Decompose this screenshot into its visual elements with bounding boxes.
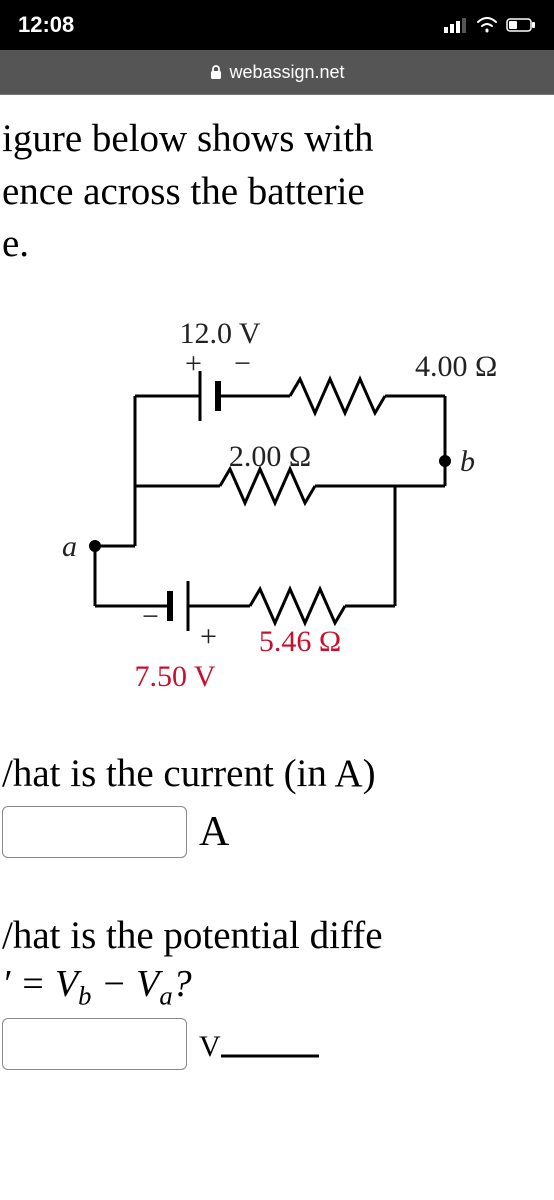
question-b-formula: ′ = Vb − Va? bbox=[2, 958, 552, 1012]
label-minus-bot: − bbox=[142, 600, 159, 633]
status-bar: 12:08 bbox=[0, 0, 554, 50]
answer-a-row: A bbox=[2, 806, 552, 858]
label-voltage-top: 12.0 V bbox=[179, 317, 260, 350]
label-minus-top: − bbox=[234, 347, 251, 380]
circuit-diagram: 12.0 V + − 4.00 Ω 2.00 Ω b a − + 5.46 Ω … bbox=[0, 301, 554, 721]
answer-b-input[interactable] bbox=[2, 1018, 187, 1070]
answer-a-input[interactable] bbox=[2, 806, 187, 858]
question-b-text: /hat is the potential diffe bbox=[2, 913, 552, 958]
problem-line-3: e. bbox=[2, 218, 552, 271]
url-bar[interactable]: webassign.net bbox=[0, 50, 554, 95]
label-r-top: 4.00 Ω bbox=[415, 350, 497, 383]
label-plus-top: + bbox=[185, 347, 202, 380]
url-text: webassign.net bbox=[229, 62, 344, 83]
question-b-block: /hat is the potential diffe ′ = Vb − Va?… bbox=[0, 913, 554, 1070]
label-r-bot: 5.46 Ω bbox=[259, 625, 341, 658]
label-node-b: b bbox=[460, 445, 475, 478]
answer-b-row: V bbox=[2, 1018, 552, 1070]
answer-b-unit-partial: V bbox=[199, 1020, 319, 1068]
lock-icon bbox=[209, 64, 223, 80]
label-r-mid: 2.00 Ω bbox=[229, 440, 311, 473]
svg-text:V: V bbox=[199, 1032, 221, 1062]
wifi-icon bbox=[476, 17, 498, 33]
problem-line-1: igure below shows with bbox=[2, 113, 552, 166]
signal-icon bbox=[444, 17, 468, 33]
battery-icon bbox=[506, 18, 536, 32]
problem-text: igure below shows with ence across the b… bbox=[0, 113, 554, 271]
label-node-a: a bbox=[62, 530, 77, 563]
status-time: 12:08 bbox=[18, 12, 74, 38]
label-plus-bot: + bbox=[200, 620, 217, 653]
problem-line-2: ence across the batterie bbox=[2, 166, 552, 219]
question-a-block: /hat is the current (in A) A bbox=[0, 751, 554, 858]
question-a-text: /hat is the current (in A) bbox=[2, 751, 552, 796]
status-indicators bbox=[444, 17, 536, 33]
page-content: igure below shows with ence across the b… bbox=[0, 95, 554, 1070]
answer-a-unit: A bbox=[199, 808, 229, 856]
label-voltage-bottom: 7.50 V bbox=[134, 660, 215, 693]
